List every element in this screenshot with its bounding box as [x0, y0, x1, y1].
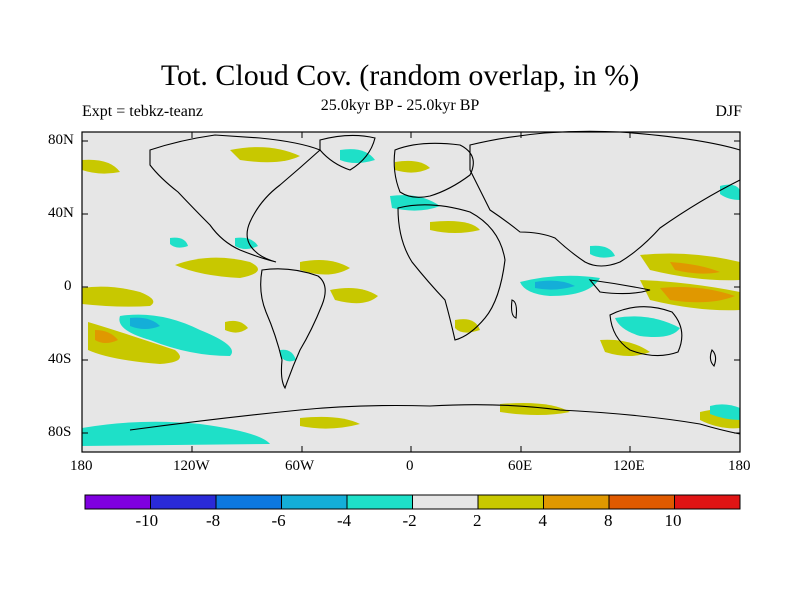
coast-antarctica — [129, 404, 741, 435]
coast-australia — [609, 306, 683, 357]
lat-label: 40S — [48, 351, 72, 367]
patch-neg — [615, 316, 680, 337]
coast-south-america — [260, 268, 326, 390]
colorbar-label: 8 — [604, 511, 613, 530]
lat-ticks — [82, 140, 740, 434]
colorbar-swatch — [543, 494, 610, 510]
patch-neg — [590, 245, 615, 258]
colorbar-swatch — [477, 494, 544, 510]
lon-label: 180 — [70, 458, 93, 474]
lon-label: 180 — [728, 458, 751, 474]
lon-label: 0 — [406, 458, 414, 474]
patch-neg — [82, 421, 270, 446]
patch-pos — [82, 286, 154, 307]
colorbar-label: -8 — [206, 511, 221, 530]
coast-africa — [397, 204, 506, 341]
patch-pos — [430, 221, 480, 233]
patch-neg — [280, 349, 296, 362]
coast-europe — [393, 142, 474, 198]
map-background — [82, 132, 740, 452]
patch-pos — [330, 288, 378, 304]
colorbar-swatch — [608, 494, 675, 510]
colorbar-label: -2 — [402, 511, 417, 530]
patch-neg — [235, 237, 258, 249]
patch-mid — [95, 330, 118, 343]
chart-subtitle: 25.0kyr BP - 25.0kyr BP — [320, 97, 480, 114]
patch-neg-core — [535, 280, 575, 290]
patch-pos — [175, 257, 258, 278]
lat-label: 0 — [64, 278, 72, 294]
colorbar-swatch — [281, 494, 348, 510]
patch-pos — [300, 260, 350, 275]
colorbar-label: 2 — [473, 511, 482, 530]
colorbar-label: -4 — [337, 511, 352, 530]
lon-label: 120E — [613, 458, 645, 474]
lon-ticks — [191, 132, 631, 452]
patch-pos — [225, 320, 248, 333]
coast-indonesia — [588, 279, 651, 295]
lon-label: 60W — [285, 458, 315, 474]
lon-label: 60E — [508, 458, 533, 474]
coast-new-zealand — [709, 349, 717, 367]
anomaly-patches — [82, 147, 740, 446]
patch-mid — [670, 262, 720, 274]
patch-neg — [710, 404, 740, 420]
colorbar-swatch — [346, 494, 413, 510]
coast-asia — [469, 130, 741, 267]
lat-label: 40N — [48, 205, 74, 221]
patch-mid — [660, 287, 735, 303]
colorbar-label: -6 — [271, 511, 286, 530]
season-label: DJF — [715, 103, 742, 120]
coast-greenland — [319, 134, 376, 171]
patch-pos — [395, 160, 430, 173]
coastlines — [129, 130, 741, 435]
coast-north-america — [149, 134, 322, 263]
patch-pos — [300, 416, 360, 429]
lon-label: 120W — [173, 458, 210, 474]
colorbar — [84, 494, 741, 510]
patch-neg-core — [130, 317, 160, 329]
experiment-label: Expt = tebkz-teanz — [82, 103, 203, 120]
colorbar-swatch — [674, 494, 741, 510]
coast-madagascar — [510, 299, 518, 319]
patch-neg — [340, 149, 375, 163]
colorbar-swatch — [412, 494, 479, 510]
patch-neg — [720, 184, 740, 200]
patch-pos — [88, 322, 180, 364]
lat-label: 80S — [48, 424, 72, 440]
colorbar-swatch — [150, 494, 217, 510]
patch-pos — [600, 339, 650, 356]
chart-title: Tot. Cloud Cov. (random overlap, in %) — [160, 59, 640, 92]
patch-pos — [82, 159, 120, 174]
colorbar-swatch — [84, 494, 151, 510]
colorbar-label: -10 — [135, 511, 159, 530]
colorbar-swatch — [215, 494, 282, 510]
lat-label: 80N — [48, 132, 74, 148]
patch-neg — [170, 237, 188, 248]
patch-pos — [230, 147, 300, 163]
colorbar-label: 4 — [538, 511, 548, 530]
colorbar-label: 10 — [664, 511, 682, 530]
